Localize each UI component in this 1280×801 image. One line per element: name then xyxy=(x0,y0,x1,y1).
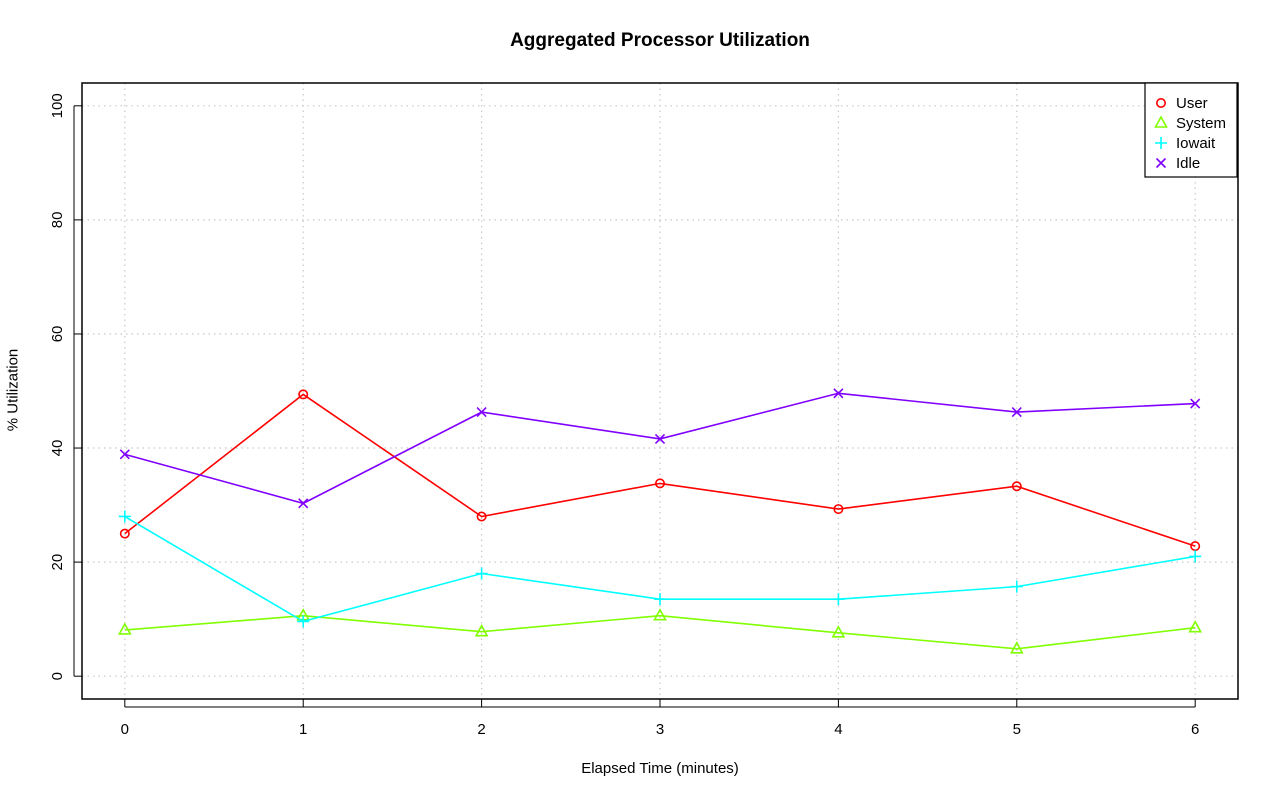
data-point-user xyxy=(298,389,309,400)
y-tick-label: 40 xyxy=(49,440,66,457)
series-layer xyxy=(117,388,1203,654)
data-point-system xyxy=(474,624,489,637)
data-point-iowait xyxy=(475,567,488,580)
y-tick-label: 20 xyxy=(49,554,66,571)
x-tick-label: 6 xyxy=(1191,721,1199,738)
data-point-iowait xyxy=(832,593,845,606)
chart-title: Aggregated Processor Utilization xyxy=(510,30,810,51)
y-tick-label: 100 xyxy=(49,93,66,118)
data-point-iowait xyxy=(654,593,666,606)
data-point-iowait xyxy=(1010,580,1023,593)
x-tick-label: 3 xyxy=(656,721,664,738)
data-point-system xyxy=(831,625,846,638)
series-iowait xyxy=(118,510,1202,628)
x-axis: 0 1 2 3 4 5 6 xyxy=(121,699,1199,738)
series-line-system xyxy=(124,614,1196,650)
data-point-idle xyxy=(1011,407,1022,418)
series-user xyxy=(119,389,1201,552)
series-idle xyxy=(119,388,1201,509)
legend-label-idle: Idle xyxy=(1176,155,1200,172)
data-point-system xyxy=(653,608,667,621)
legend-marker-iowait xyxy=(1155,137,1167,149)
x-tick-label: 0 xyxy=(121,721,129,738)
x-axis-label: Elapsed Time (minutes) xyxy=(581,760,739,777)
y-tick-label: 80 xyxy=(49,212,66,229)
data-point-idle xyxy=(476,407,487,418)
data-point-iowait xyxy=(118,510,131,523)
grid-lines xyxy=(82,83,1238,699)
data-point-idle xyxy=(1190,398,1201,409)
x-tick-label: 4 xyxy=(834,721,842,738)
data-point-user xyxy=(1011,481,1022,492)
data-point-user xyxy=(119,528,130,539)
data-point-system xyxy=(117,622,132,635)
data-point-idle xyxy=(833,388,844,399)
data-point-user xyxy=(654,478,665,489)
x-tick-label: 2 xyxy=(477,721,485,738)
data-point-user xyxy=(1190,541,1201,552)
data-point-user xyxy=(833,504,844,515)
data-point-user xyxy=(476,511,487,522)
legend-marker-system xyxy=(1154,115,1168,128)
y-tick-label: 60 xyxy=(49,326,66,343)
legend-marker-user xyxy=(1156,98,1167,109)
x-tick-label: 5 xyxy=(1013,721,1021,738)
series-system xyxy=(117,608,1203,654)
data-point-idle xyxy=(298,498,309,509)
data-point-system xyxy=(1009,641,1024,654)
data-point-iowait xyxy=(1189,550,1202,563)
legend: User System Iowait Idle xyxy=(1144,82,1238,178)
data-point-iowait xyxy=(297,615,310,628)
data-point-idle xyxy=(654,433,666,444)
legend-marker-idle xyxy=(1155,157,1167,169)
legend-label-user: User xyxy=(1176,95,1208,112)
data-point-idle xyxy=(119,449,130,460)
y-axis: 0 20 40 60 80 100 xyxy=(49,93,82,680)
y-tick-label: 0 xyxy=(49,672,66,680)
legend-label-system: System xyxy=(1176,115,1226,132)
x-tick-label: 1 xyxy=(299,721,307,738)
data-point-system xyxy=(1188,620,1203,633)
legend-label-iowait: Iowait xyxy=(1176,135,1216,152)
series-line-user xyxy=(124,393,1196,547)
